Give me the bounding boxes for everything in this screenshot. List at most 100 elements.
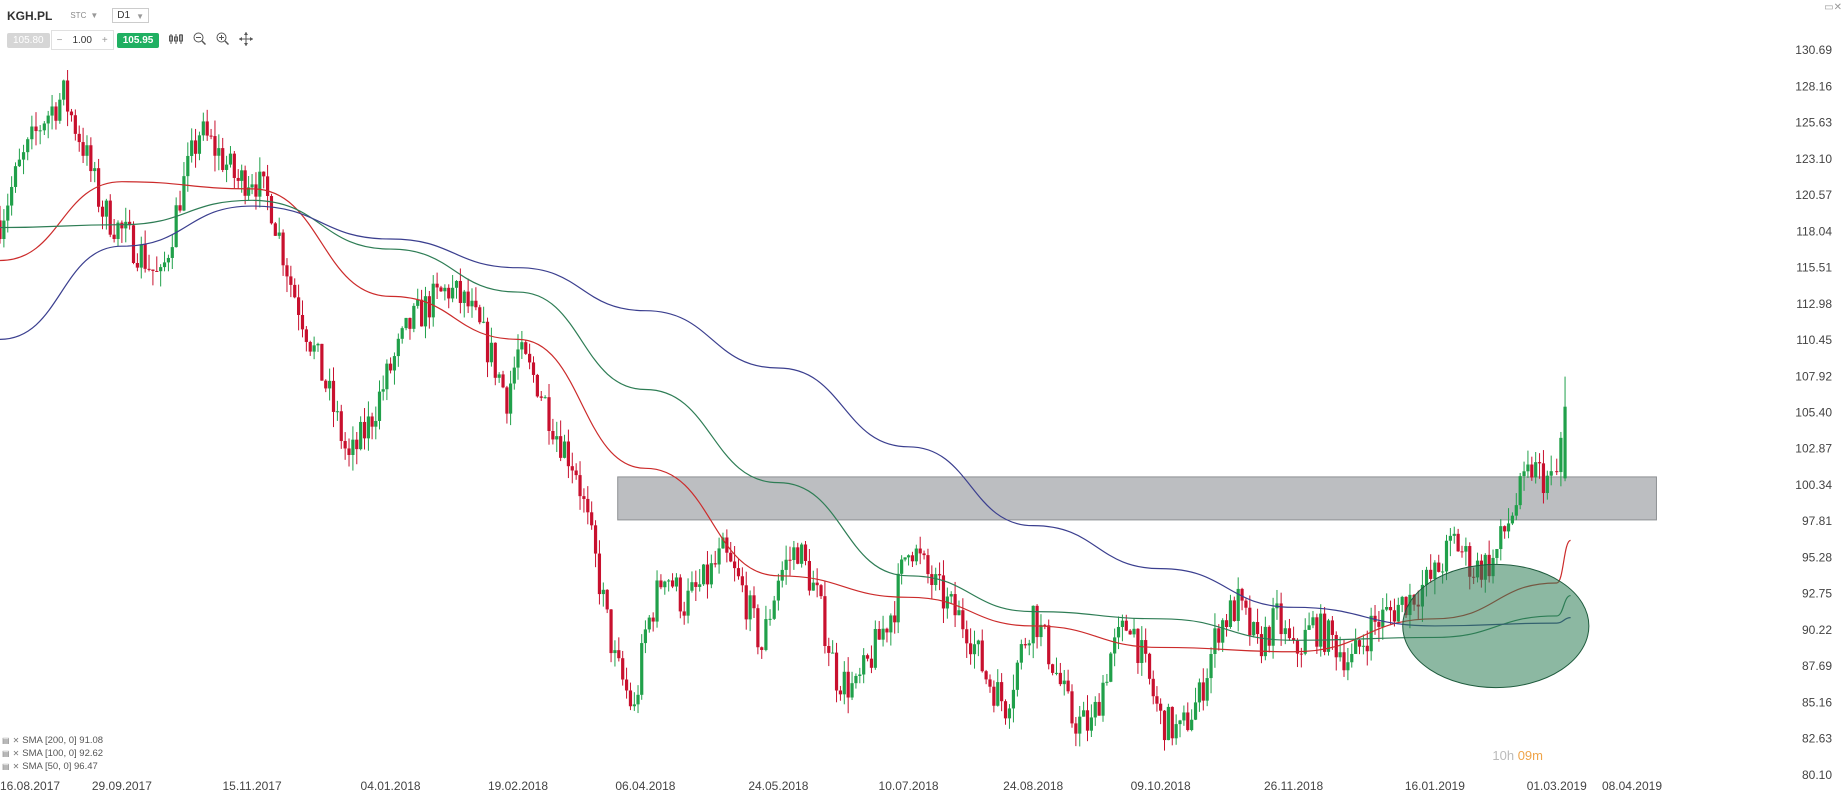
legend-item-sma200[interactable]: ▤ ✕ SMA [200, 0] 91.08 [2, 734, 103, 747]
candle [823, 596, 827, 647]
indicator-legend: ▤ ✕ SMA [200, 0] 91.08 ▤ ✕ SMA [100, 0] 92.6… [2, 734, 103, 773]
increment-button[interactable]: + [101, 34, 108, 46]
candle [339, 411, 343, 442]
candle [1248, 607, 1252, 636]
candle [1007, 708, 1012, 719]
candle [613, 650, 617, 654]
candle [1147, 653, 1152, 679]
candle [717, 548, 721, 565]
close-icon[interactable]: ✕ [12, 736, 20, 745]
candle [308, 341, 312, 352]
candle [416, 299, 420, 306]
y-tick-label: 97.81 [1802, 514, 1832, 528]
candle [1303, 629, 1307, 654]
candle [1070, 691, 1074, 724]
candle [865, 655, 870, 659]
candle [624, 679, 629, 691]
candle [900, 559, 904, 574]
legend-item-sma100[interactable]: ▤ ✕ SMA [100, 0] 92.62 [2, 747, 103, 760]
instrument-type[interactable]: STC ▼ [70, 11, 98, 20]
crosshair-icon[interactable] [239, 31, 254, 49]
candle [903, 557, 907, 560]
candle [651, 617, 655, 622]
candle [355, 439, 359, 450]
candle [709, 563, 713, 585]
settings-icon[interactable]: ▤ [2, 749, 10, 758]
candle [1174, 724, 1178, 739]
candle [1545, 475, 1549, 494]
candle [240, 170, 244, 181]
candle [65, 80, 70, 112]
candle [404, 317, 408, 329]
candle [1503, 526, 1507, 532]
chart-type-icon[interactable] [169, 33, 184, 48]
candle [232, 153, 236, 178]
legend-label: SMA [100, 0] 92.62 [22, 748, 104, 759]
candle [667, 580, 671, 582]
candle [1342, 652, 1346, 671]
candle [1388, 607, 1393, 611]
y-tick-label: 123.10 [1795, 152, 1832, 166]
candle [366, 416, 371, 439]
timeframe-value: D1 [117, 10, 131, 21]
zoom-out-icon[interactable] [193, 32, 207, 48]
candle [788, 559, 792, 561]
candle [1178, 720, 1182, 725]
candle [170, 247, 174, 258]
candle [800, 544, 804, 564]
candle [1299, 653, 1303, 655]
candle [1456, 533, 1460, 552]
candle [873, 628, 877, 668]
candle [247, 187, 251, 196]
candle [1563, 406, 1567, 479]
decrement-button[interactable]: − [56, 34, 63, 46]
candle [1232, 600, 1236, 622]
candle [34, 126, 38, 132]
candle [621, 658, 625, 680]
candle [663, 581, 667, 588]
candle [104, 200, 108, 217]
zoom-in-icon[interactable] [216, 32, 230, 48]
candle [1369, 615, 1373, 652]
close-icon[interactable]: ✕ [12, 762, 20, 771]
window-restore-icon[interactable]: ▭✕ [1824, 2, 1842, 13]
candle [1228, 600, 1233, 627]
candle [116, 222, 120, 239]
candle [1357, 640, 1362, 647]
candle [516, 349, 520, 368]
settings-icon[interactable]: ▤ [2, 762, 10, 771]
timeframe-select[interactable]: D1 ▼ [112, 8, 150, 23]
candle [269, 195, 274, 224]
candle [862, 655, 866, 675]
candle [1549, 471, 1553, 476]
candle [58, 99, 62, 121]
y-tick-label: 130.69 [1795, 43, 1832, 57]
candle [854, 675, 858, 684]
buy-button[interactable]: 105.95 [116, 32, 160, 48]
candle [1259, 634, 1264, 657]
candle [186, 155, 190, 177]
trade-bar: 105.80 − 1.00 + 105.95 [7, 30, 254, 50]
candle [388, 363, 393, 371]
settings-icon[interactable]: ▤ [2, 736, 10, 745]
candle [1093, 701, 1097, 718]
candle [893, 615, 897, 623]
candle [1283, 628, 1287, 635]
candle [1385, 607, 1389, 610]
sell-button[interactable]: 105.80 [7, 32, 50, 48]
candle [1116, 626, 1121, 638]
candle [877, 628, 881, 640]
x-tick-label: 06.04.2018 [615, 779, 675, 793]
candle [910, 555, 915, 562]
quantity-input[interactable]: 1.00 [72, 34, 92, 46]
candle [1267, 626, 1271, 646]
quantity-stepper[interactable]: − 1.00 + [50, 30, 114, 50]
close-icon[interactable]: ✕ [12, 749, 20, 758]
candle [297, 297, 301, 316]
candle [1035, 605, 1039, 638]
candle [535, 374, 539, 397]
candle [965, 629, 969, 644]
legend-item-sma50[interactable]: ▤ ✕ SMA [50, 0] 96.47 [2, 760, 103, 773]
